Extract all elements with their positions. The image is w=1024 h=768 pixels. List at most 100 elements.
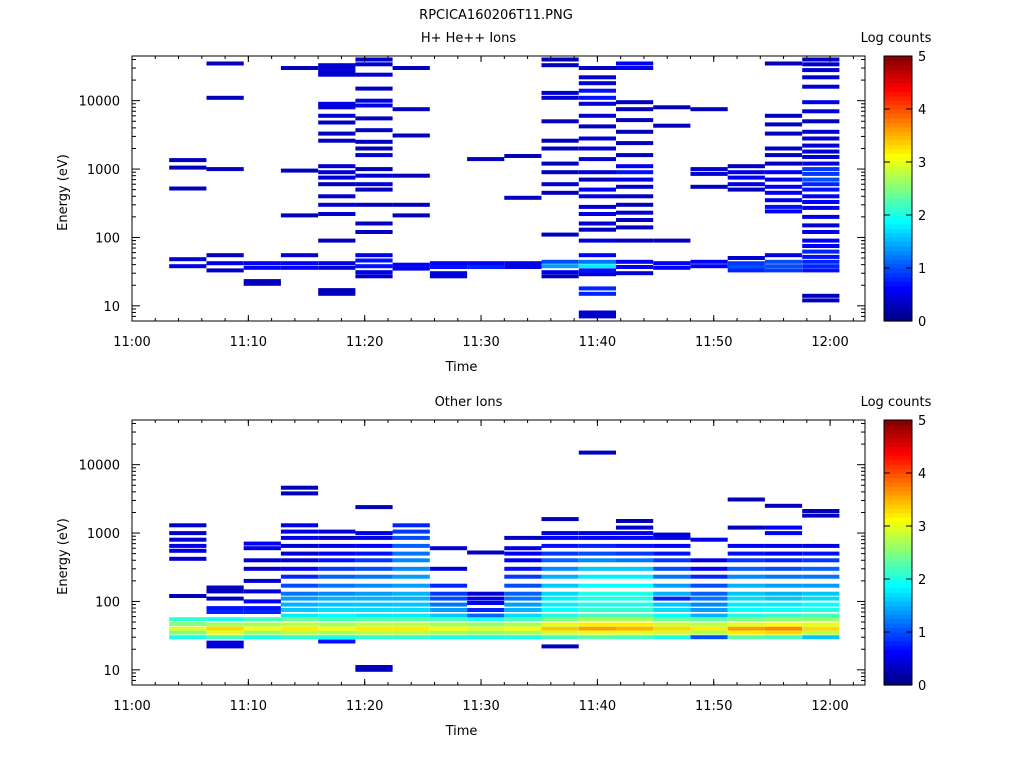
heatmap-cell — [392, 591, 430, 596]
heatmap-cell — [802, 259, 840, 264]
heatmap-cell — [578, 259, 616, 264]
heatmap-cell — [802, 136, 840, 141]
heatmap-cell — [280, 253, 319, 258]
heatmap-cell — [355, 535, 393, 540]
colorbar-step — [884, 499, 912, 505]
heatmap-cell — [802, 558, 840, 563]
y-tick-label: 10 — [103, 664, 120, 679]
heatmap-cell — [802, 68, 840, 73]
heatmap-cell — [802, 171, 840, 176]
heatmap-cell — [802, 513, 840, 518]
heatmap-cell — [318, 164, 356, 169]
colorbar-tick-label: 3 — [918, 520, 926, 535]
heatmap-cell — [318, 261, 356, 266]
colorbar-step — [884, 649, 912, 655]
heatmap-cell — [802, 543, 840, 548]
heatmap-cell — [578, 75, 616, 80]
colorbar-step — [884, 521, 912, 527]
heatmap-cell — [541, 264, 579, 269]
heatmap-cell — [578, 635, 616, 640]
heatmap-cell — [727, 574, 765, 579]
heatmap-cell — [653, 566, 691, 571]
heatmap-cell — [392, 635, 430, 640]
heatmap-cell — [578, 574, 616, 579]
y-tick-label: 1000 — [87, 163, 120, 178]
heatmap-cell — [802, 129, 840, 134]
heatmap-cell — [318, 72, 356, 77]
heatmap-cell — [764, 543, 803, 548]
heatmap-cell — [578, 227, 616, 232]
y-axis-label: Energy (eV) — [56, 518, 71, 595]
colorbar-tick-label: 3 — [918, 156, 926, 171]
heatmap-cell — [243, 261, 281, 266]
colorbar-step — [884, 153, 912, 159]
heatmap-cell — [280, 617, 319, 622]
heatmap-cell — [727, 608, 765, 612]
colorbar-step — [884, 671, 912, 677]
heatmap-cell — [318, 175, 356, 180]
heatmap-cell — [318, 131, 356, 136]
heatmap-cell — [169, 543, 207, 548]
heatmap-cell — [802, 161, 840, 166]
heatmap-cell — [355, 274, 393, 279]
colorbar-step — [884, 450, 912, 456]
heatmap-cell — [541, 608, 579, 612]
heatmap-cell — [169, 630, 207, 635]
heatmap-cell — [392, 535, 430, 540]
colorbar-step — [884, 223, 912, 229]
heatmap-cell — [578, 88, 616, 93]
heatmap-cell — [727, 497, 765, 502]
heatmap-cell — [318, 265, 356, 270]
heatmap-cell — [764, 253, 803, 258]
heatmap-cell — [318, 138, 356, 143]
heatmap-cell — [727, 187, 765, 192]
panel-title: H+ He++ Ions — [421, 31, 517, 46]
y-axis-label: Energy (eV) — [56, 154, 71, 231]
heatmap-cell — [690, 622, 728, 627]
heatmap-cell — [206, 617, 244, 622]
colorbar-step — [884, 131, 912, 137]
heatmap-cell — [653, 238, 691, 243]
heatmap-cell — [467, 157, 505, 162]
heatmap-cell — [355, 187, 393, 192]
heatmap-cell — [318, 70, 356, 75]
colorbar-step — [884, 241, 912, 247]
heatmap-cell — [355, 98, 393, 103]
heatmap-cell — [764, 566, 803, 571]
colorbar-step — [884, 281, 912, 287]
heatmap-cell — [764, 558, 803, 563]
heatmap-cell — [243, 546, 281, 551]
heatmap-cell — [616, 218, 654, 222]
heatmap-cell — [355, 57, 393, 62]
colorbar-step — [884, 433, 912, 439]
heatmap-cell — [280, 261, 319, 266]
colorbar-step — [884, 645, 912, 651]
colorbar-step — [884, 219, 912, 225]
heatmap-cell — [578, 566, 616, 571]
heatmap-cell — [802, 635, 840, 640]
heatmap-cell — [355, 596, 393, 601]
heatmap-cell — [318, 558, 356, 563]
heatmap-cell — [578, 81, 616, 86]
heatmap-cell — [616, 153, 654, 158]
colorbar-step — [884, 437, 912, 443]
heatmap-cell — [355, 86, 393, 91]
heatmap-cell — [578, 551, 616, 556]
heatmap-cell — [578, 543, 616, 548]
heatmap-cell — [578, 613, 616, 618]
heatmap-cell — [467, 601, 505, 605]
heatmap-cell — [764, 264, 803, 269]
heatmap-cell — [392, 543, 430, 548]
heatmap-cell — [318, 583, 356, 588]
heatmap-cell — [504, 635, 542, 640]
heatmap-cell — [727, 543, 765, 548]
heatmap-cell — [169, 617, 207, 622]
x-axis-label: Time — [445, 724, 478, 739]
heatmap-cell — [392, 213, 430, 218]
colorbar-step — [884, 587, 912, 593]
heatmap-cell — [392, 613, 430, 618]
heatmap-cell — [355, 72, 393, 77]
heatmap-cell — [206, 596, 244, 601]
heatmap-cell — [578, 310, 616, 315]
heatmap-cell — [169, 186, 207, 191]
